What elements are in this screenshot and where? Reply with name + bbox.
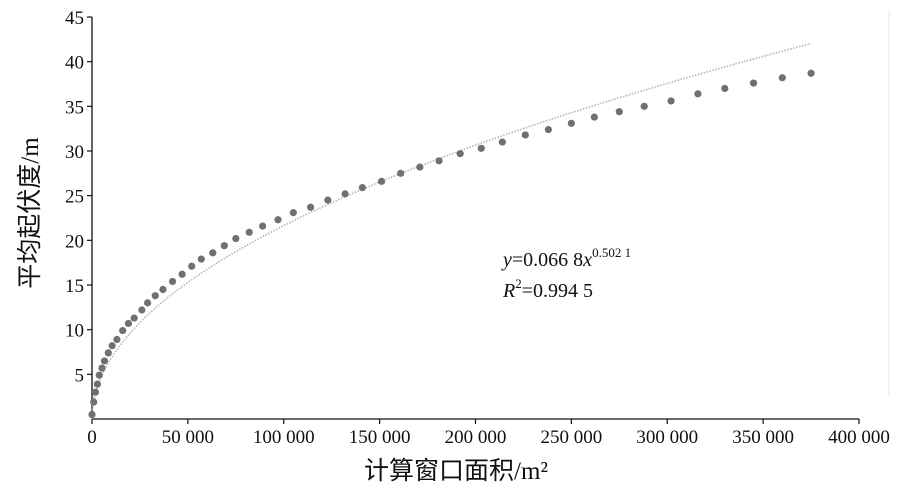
data-point — [119, 326, 127, 335]
equation-x-symbol: x — [582, 249, 592, 271]
data-point — [544, 125, 552, 134]
r-squared-value: =0.994 5 — [522, 280, 593, 302]
data-point — [108, 342, 116, 350]
x-tick-label: 0 — [87, 427, 97, 448]
data-point — [259, 222, 267, 230]
x-axis-title: 计算窗口面积/m² — [364, 457, 548, 485]
data-point — [749, 79, 758, 87]
data-point — [151, 292, 159, 300]
data-point — [397, 169, 405, 177]
x-tick-label: 150 000 — [349, 427, 411, 448]
data-point — [91, 388, 100, 396]
y-axis-title: 平均起伏度/m — [16, 137, 44, 289]
data-point — [521, 131, 529, 139]
data-point — [377, 177, 386, 185]
data-point — [694, 90, 702, 98]
data-point — [90, 398, 98, 406]
data-point — [721, 84, 729, 93]
r-squared-symbol: R — [502, 280, 515, 302]
data-point — [615, 108, 623, 116]
y-tick-label: 5 — [75, 365, 85, 386]
fit-equation: y=0.066 8x0.502 1 — [501, 245, 631, 271]
x-tick-label: 200 000 — [445, 427, 507, 448]
data-point — [477, 144, 485, 152]
data-point — [498, 138, 506, 146]
x-tick-label: 250 000 — [541, 427, 603, 448]
data-point — [778, 74, 786, 82]
data-point — [567, 119, 575, 127]
data-point — [144, 299, 152, 307]
fit-curve-path — [91, 42, 812, 420]
y-tick-label: 20 — [65, 231, 84, 252]
data-point — [274, 216, 282, 224]
data-point — [324, 196, 332, 204]
equation-coefficient: =0.066 8 — [512, 249, 583, 271]
equation-y-symbol: y — [501, 249, 512, 271]
x-tick-label: 300 000 — [636, 427, 698, 448]
fit-curve — [91, 42, 812, 420]
data-points — [88, 69, 815, 419]
data-point — [306, 203, 315, 211]
data-point — [95, 371, 103, 379]
data-point — [168, 277, 177, 286]
data-point — [124, 319, 133, 328]
y-tick-label: 10 — [65, 321, 84, 342]
data-point — [138, 306, 146, 314]
data-point — [104, 349, 112, 357]
axes — [87, 10, 890, 424]
data-point — [245, 228, 253, 236]
y-tick-label: 15 — [65, 276, 84, 297]
y-tick-label: 30 — [65, 142, 84, 163]
x-tick-label: 100 000 — [253, 427, 315, 448]
r-squared-exponent: 2 — [515, 276, 522, 291]
data-point — [209, 249, 217, 257]
data-point — [100, 357, 109, 365]
data-point — [88, 410, 96, 419]
y-tick-label: 35 — [65, 97, 84, 118]
data-point — [667, 97, 675, 105]
data-point — [232, 234, 240, 243]
data-point — [98, 364, 106, 372]
x-tick-label: 50 000 — [162, 427, 214, 448]
data-point — [130, 314, 138, 322]
data-point — [197, 255, 205, 263]
r-squared: R2=0.994 5 — [502, 276, 593, 302]
data-point — [456, 150, 464, 158]
y-tick-label: 45 — [65, 8, 84, 29]
data-point — [358, 184, 366, 192]
data-point — [289, 209, 297, 217]
data-point — [640, 102, 648, 110]
tick-labels: 0 50 000 100 000 150 000 200 000 250 000 300 0… — [65, 8, 890, 448]
y-tick-label: 40 — [65, 53, 84, 74]
data-point — [341, 190, 349, 198]
data-point — [113, 335, 121, 344]
y-tick-label: 25 — [65, 187, 84, 208]
x-tick-label: 400 000 — [828, 427, 890, 448]
data-point — [178, 270, 186, 278]
data-point — [188, 262, 196, 270]
data-point — [590, 113, 598, 121]
data-point — [416, 163, 424, 171]
equation-exponent: 0.502 1 — [592, 245, 631, 260]
data-point — [435, 157, 443, 165]
x-tick-label: 350 000 — [732, 427, 794, 448]
data-point — [807, 69, 815, 77]
data-point — [159, 285, 167, 294]
data-point — [93, 380, 101, 388]
data-point — [220, 242, 228, 250]
